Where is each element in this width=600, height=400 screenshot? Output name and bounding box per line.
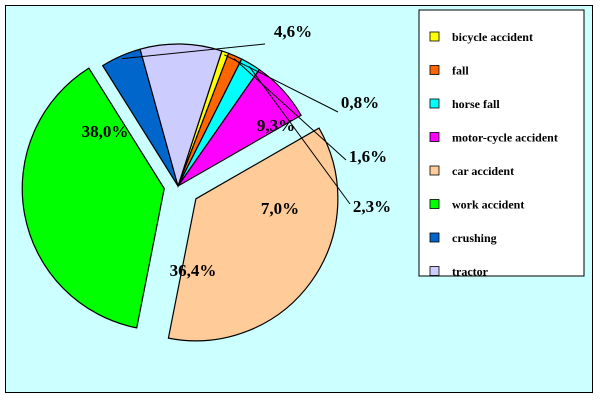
legend-swatch-horse-fall bbox=[429, 98, 440, 109]
legend-label-crushing: crushing bbox=[452, 231, 497, 245]
pie-slice-tractor bbox=[139, 43, 223, 189]
legend-box bbox=[418, 9, 585, 277]
pie-slice-motor-cycle-accident bbox=[177, 68, 302, 187]
pie-slice-car-accident bbox=[167, 127, 339, 342]
legend-swatch-motor-cycle-accident bbox=[429, 132, 440, 142]
legend-label-work-accident: work accident bbox=[452, 198, 524, 212]
legend-swatch-tractor bbox=[429, 266, 440, 276]
chart-frame bbox=[5, 5, 593, 393]
pie-slices bbox=[21, 43, 339, 342]
legend-swatch-bicycle-accident bbox=[429, 31, 440, 42]
leader-line-fall bbox=[233, 58, 347, 161]
legend-label-car-accident: car accident bbox=[452, 164, 514, 178]
legend-label-fall: fall bbox=[452, 64, 469, 78]
pie-slice-work-accident bbox=[21, 67, 165, 329]
legend-label-tractor: tractor bbox=[452, 265, 489, 279]
legend-swatch-car-accident bbox=[429, 165, 440, 176]
legend-swatch-fall bbox=[429, 65, 440, 75]
slice-label-tractor: 9,3% bbox=[257, 116, 295, 135]
legend-label-horse-fall: horse fall bbox=[452, 97, 500, 111]
slice-label-crushing: 4,6% bbox=[274, 22, 312, 41]
slice-label-fall: 1,6% bbox=[349, 147, 387, 166]
slice-label-motor-cycle-accident: 7,0% bbox=[261, 199, 299, 218]
legend-label-motor-cycle-accident: motor-cycle accident bbox=[452, 131, 558, 145]
slice-label-work-accident: 38,0% bbox=[82, 122, 129, 141]
legend-swatch-crushing bbox=[429, 232, 440, 243]
legend-label-bicycle-accident: bicycle accident bbox=[452, 30, 533, 44]
leader-line-bicycle-accident bbox=[224, 54, 339, 113]
legend: bicycle accident fall horse fall motor-cycl… bbox=[418, 9, 585, 279]
slice-label-bicycle-accident: 0,8% bbox=[341, 93, 379, 112]
leader-line-crushing bbox=[121, 43, 266, 60]
legend-swatch-work-accident bbox=[429, 199, 440, 209]
slice-label-horse-fall: 2,3% bbox=[353, 197, 391, 216]
slice-label-car-accident: 36,4% bbox=[170, 261, 217, 280]
leader-line-horse-fall bbox=[248, 66, 351, 205]
pie-labels: 0,8% 1,6% 2,3% 7,0% 36,4% 38,0% 4,6% 9,3% bbox=[82, 22, 392, 280]
